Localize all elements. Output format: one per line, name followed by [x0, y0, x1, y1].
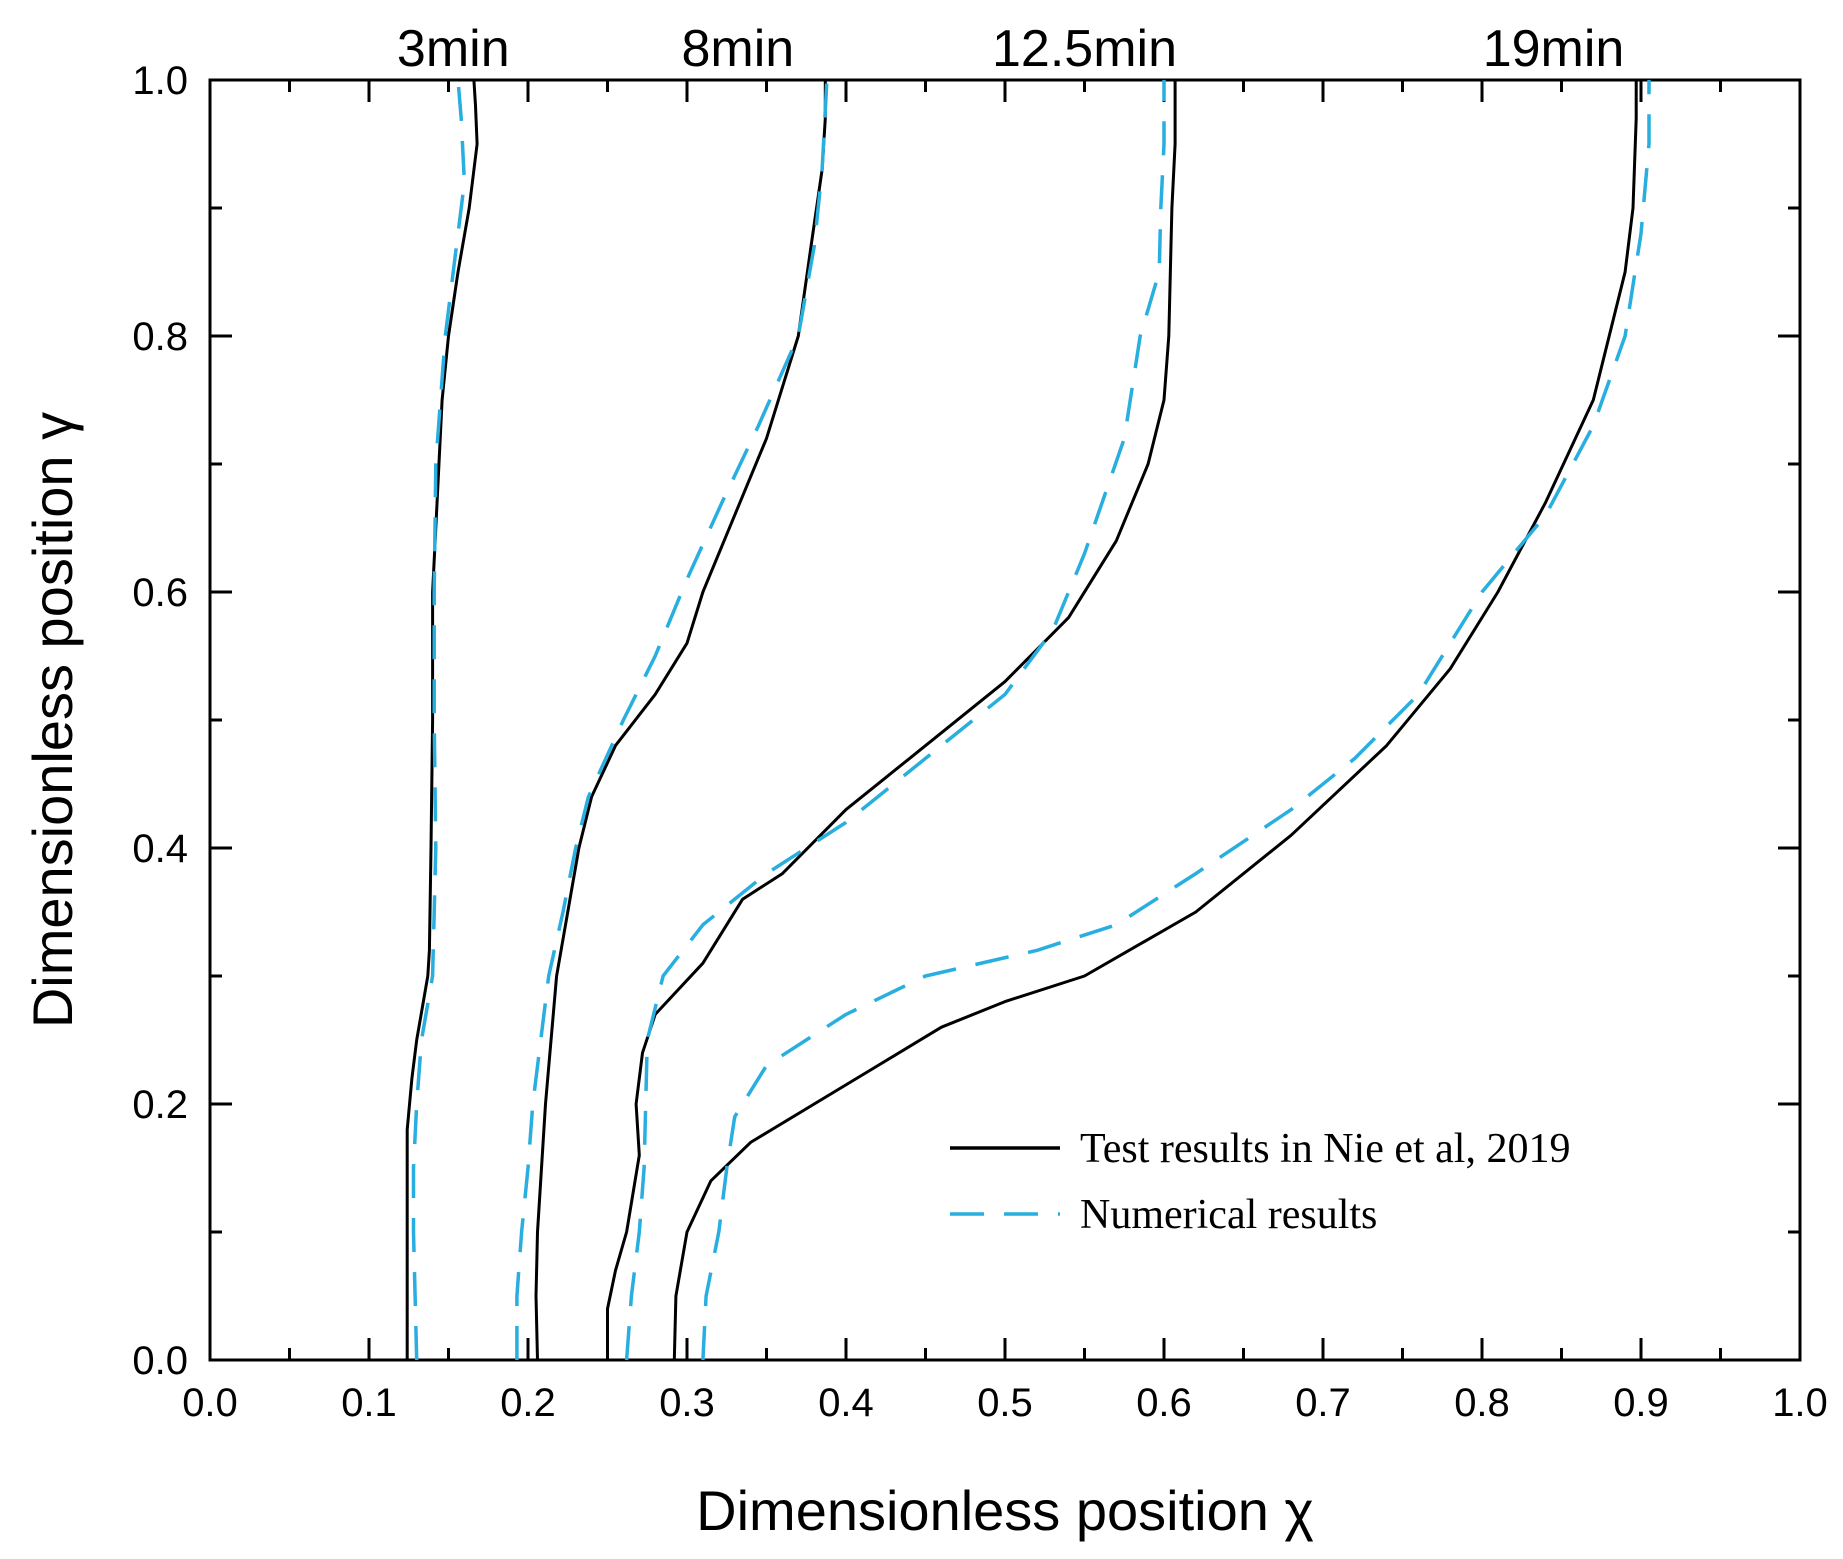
time-label: 12.5min	[992, 20, 1177, 78]
x-tick-label: 0.4	[818, 1381, 874, 1425]
x-tick-label: 0.0	[182, 1381, 238, 1425]
x-axis-title: Dimensionless position χ	[696, 1479, 1314, 1542]
y-tick-label: 0.2	[132, 1083, 188, 1127]
series-layer	[405, 79, 1651, 1361]
numerical-line-12-5min	[624, 80, 1166, 1361]
numerical-line-19min	[701, 80, 1651, 1361]
legend-label: Test results in Nie et al, 2019	[1080, 1126, 1570, 1172]
numerical-line-8min	[515, 79, 829, 1360]
x-tick-label: 0.3	[659, 1381, 715, 1425]
y-tick-label: 0.6	[132, 571, 188, 615]
y-tick-label: 0.8	[132, 315, 188, 359]
y-tick-label: 0.0	[132, 1339, 188, 1383]
x-tick-label: 0.1	[341, 1381, 397, 1425]
x-tick-label: 0.6	[1136, 1381, 1192, 1425]
test-line-3min	[405, 79, 479, 1360]
y-axis-title: Dimensionless position γ	[21, 412, 84, 1028]
test-line-12-5min	[606, 80, 1177, 1360]
x-tick-label: 0.2	[500, 1381, 556, 1425]
y-tick-label: 1.0	[132, 59, 188, 103]
x-tick-label: 1.0	[1772, 1381, 1828, 1425]
time-label: 19min	[1483, 20, 1625, 78]
x-tick-label: 0.8	[1454, 1381, 1510, 1425]
time-label: 8min	[682, 20, 795, 78]
y-axis: 0.0 0.2 0.4 0.6 0.8 1.0	[132, 59, 1800, 1383]
time-label: 3min	[397, 20, 510, 78]
test-line-8min	[534, 80, 827, 1361]
x-tick-label: 0.7	[1295, 1381, 1351, 1425]
x-tick-label: 0.9	[1613, 1381, 1669, 1425]
legend: Test results in Nie et al, 2019 Numerical…	[950, 1126, 1570, 1238]
legend-label: Numerical results	[1080, 1192, 1377, 1238]
y-tick-label: 0.4	[132, 827, 188, 871]
time-labels: 3min 8min 12.5min 19min	[397, 20, 1624, 78]
x-axis: 0.0 0.1 0.2 0.3 0.4 0.5 0.6 0.7 0.8 0.9 1.0	[182, 80, 1828, 1425]
test-line-19min	[672, 80, 1638, 1361]
x-tick-label: 0.5	[977, 1381, 1033, 1425]
numerical-line-3min	[411, 79, 467, 1361]
